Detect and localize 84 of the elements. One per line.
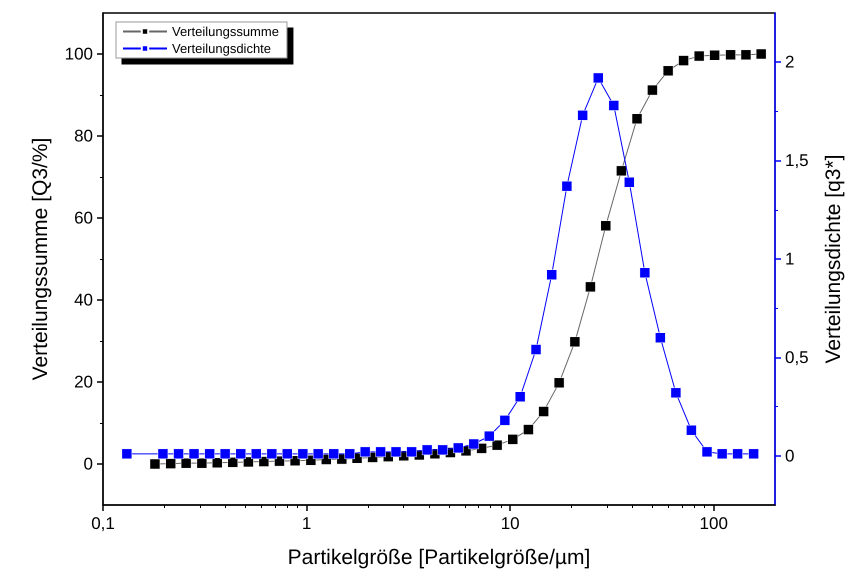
y-tick-label: 40	[74, 290, 93, 310]
point	[236, 448, 246, 460]
legend-label: Verteilungsdichte	[172, 41, 272, 56]
x-tick-label: 1	[302, 514, 312, 533]
point	[647, 84, 658, 96]
point	[312, 448, 324, 460]
y2-tick-label: 0,5	[785, 348, 809, 367]
point	[437, 444, 448, 456]
point	[632, 114, 642, 124]
point	[220, 448, 230, 460]
point	[514, 392, 526, 402]
x-tick-label: 100	[700, 514, 728, 533]
point	[468, 438, 480, 450]
point	[732, 448, 743, 460]
y-tick-label: 100	[64, 44, 93, 64]
point	[740, 50, 752, 60]
point	[662, 66, 674, 76]
point	[725, 50, 736, 60]
point	[150, 458, 160, 470]
point	[173, 448, 184, 460]
point	[748, 448, 759, 460]
point	[158, 448, 168, 460]
point	[375, 446, 386, 458]
point	[554, 378, 564, 388]
point	[585, 282, 596, 292]
point	[655, 332, 666, 343]
point	[670, 388, 682, 398]
point	[523, 424, 534, 435]
point	[196, 458, 208, 468]
point	[593, 72, 604, 84]
y2-tick-label: 1	[785, 250, 794, 268]
point	[492, 440, 502, 450]
point	[406, 446, 417, 458]
point	[298, 448, 308, 460]
point	[694, 50, 704, 62]
point	[251, 448, 262, 460]
point	[328, 448, 340, 460]
y-tick-label: 20	[74, 372, 93, 392]
y2-axis-title: Verteilungsdichte [q3*]	[822, 154, 845, 364]
point	[344, 448, 356, 460]
y-tick-label: 80	[74, 126, 93, 146]
point	[530, 344, 542, 355]
y-tick-label: 60	[74, 208, 93, 228]
point	[640, 268, 650, 278]
point	[756, 48, 766, 60]
y2-tick-label: 2	[785, 52, 794, 72]
point	[616, 166, 627, 176]
point	[678, 55, 689, 66]
point	[228, 457, 238, 468]
point	[577, 110, 588, 121]
point	[546, 269, 557, 280]
y2-tick-label: 0	[785, 446, 794, 466]
y-axis-title: Verteilungssumme [Q3/%]	[29, 138, 52, 380]
point	[686, 424, 697, 436]
point	[508, 434, 518, 445]
point	[266, 448, 278, 460]
legend-label: Verteilungssumme	[172, 24, 279, 39]
point	[570, 336, 580, 348]
x-tick-label: 10	[500, 514, 520, 533]
x-axis-title: Partikelgröße [Partikelgröße/µm]	[288, 546, 590, 569]
point	[624, 177, 635, 188]
point	[608, 100, 620, 111]
point	[600, 220, 612, 232]
x-tick-label: 0,1	[91, 514, 115, 533]
y-tick-label: 0	[84, 454, 93, 474]
y2-tick-label: 1,5	[785, 151, 809, 170]
point	[282, 448, 293, 460]
point	[422, 444, 432, 456]
point	[484, 430, 495, 442]
point	[188, 448, 200, 460]
point	[500, 415, 510, 426]
point	[716, 448, 728, 460]
point	[562, 180, 572, 192]
point	[212, 458, 222, 468]
point	[204, 448, 215, 460]
point	[709, 50, 720, 60]
point	[165, 458, 176, 469]
point	[180, 458, 192, 468]
point	[390, 446, 402, 458]
point	[702, 446, 712, 458]
point	[360, 446, 370, 458]
point	[538, 406, 549, 417]
point	[453, 442, 464, 454]
point	[243, 456, 254, 468]
